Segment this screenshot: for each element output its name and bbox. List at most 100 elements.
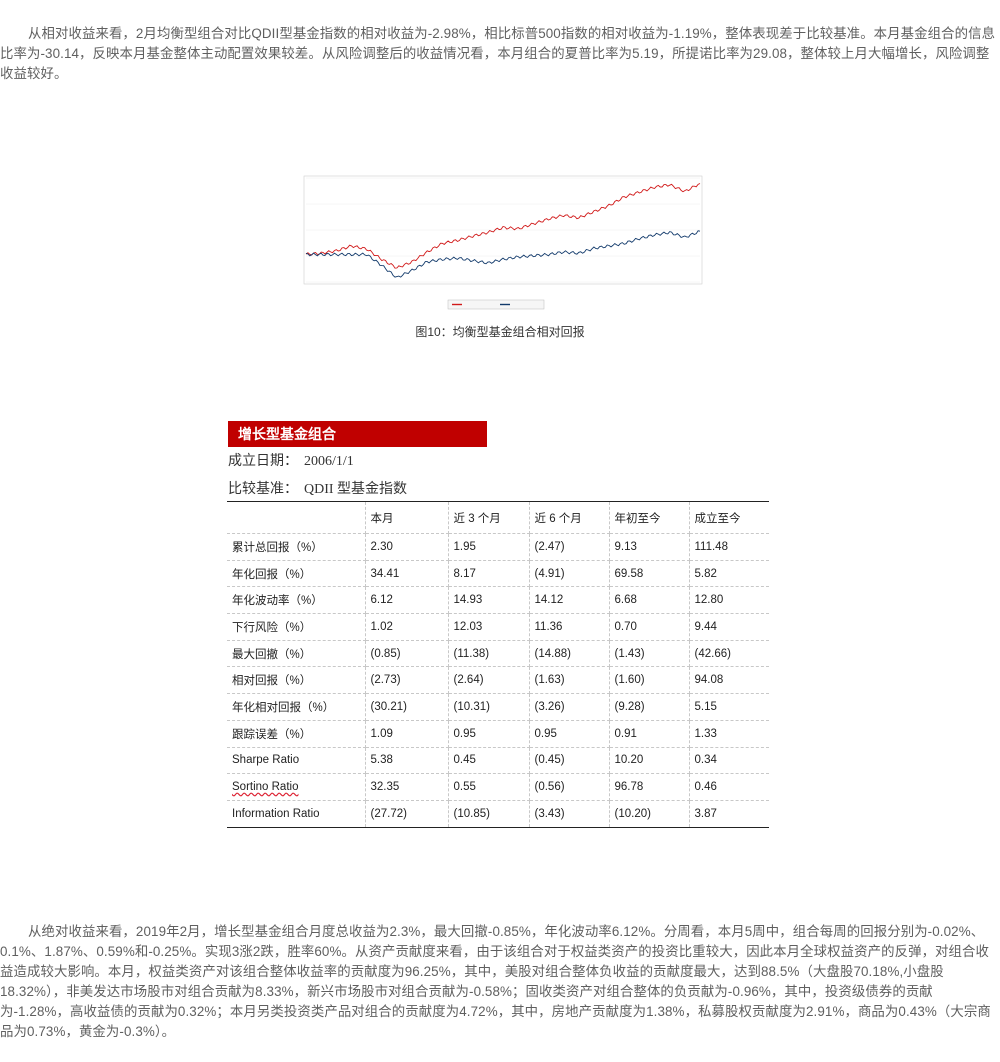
table-cell: 1.95 <box>447 533 530 561</box>
table-row: 下行风险（%） 1.02 12.03 11.36 0.70 9.44 <box>227 613 769 641</box>
table-cell: (0.45) <box>528 746 610 775</box>
table-row: 年化波动率（%） 6.12 14.93 14.12 6.68 12.80 <box>227 586 769 615</box>
table-cell: 0.55 <box>447 773 530 801</box>
inception-value: 2006/1/1 <box>304 454 354 469</box>
intro-paragraph: 从相对收益来看，2月均衡型组合对比QDII型基金指数的相对收益为-2.98%，相… <box>0 26 996 81</box>
table-cell: (42.66) <box>688 639 769 668</box>
table-cell: 34.41 <box>364 559 449 588</box>
table-cell: 0.45 <box>447 746 530 775</box>
table-cell: (10.85) <box>447 799 530 828</box>
table-cell: 0.70 <box>608 613 690 641</box>
table-cell: 12.03 <box>447 613 530 641</box>
table-cell: (1.43) <box>608 639 690 668</box>
column-header: 成立至今 <box>688 501 769 534</box>
table-cell: 32.35 <box>364 773 449 801</box>
series-line-1 <box>305 183 701 269</box>
benchmark: 比较基准： QDII 型基金指数 <box>228 478 407 498</box>
chart-grid <box>306 177 700 283</box>
chart-lines <box>305 183 701 278</box>
table-cell: 9.44 <box>688 613 769 641</box>
column-header: 年初至今 <box>608 501 690 534</box>
inception-date: 成立日期： 2006/1/1 <box>228 450 354 470</box>
table-cell: (4.91) <box>528 559 610 588</box>
table-cell: 8.17 <box>447 559 530 588</box>
table-cell: 5.82 <box>688 559 769 588</box>
table-cell: (10.31) <box>447 693 530 721</box>
column-header <box>227 501 366 534</box>
row-label: 年化相对回报（%） <box>227 693 366 721</box>
table-row: 累计总回报（%） 2.30 1.95 (2.47) 9.13 111.48 <box>227 533 769 561</box>
table-cell: 5.38 <box>364 746 449 775</box>
table-row: 最大回撤（%） (0.85) (11.38) (14.88) (1.43) (42.66) <box>227 639 769 668</box>
row-label: 累计总回报（%） <box>227 533 366 561</box>
table-row: Sharpe Ratio 5.38 0.45 (0.45) 10.20 0.34 <box>227 746 769 775</box>
table-cell: 2.30 <box>364 533 449 561</box>
table-cell: (30.21) <box>364 693 449 721</box>
table-cell: (10.20) <box>608 799 690 828</box>
row-label-text: Sortino Ratio <box>232 781 299 794</box>
table-cell: 1.09 <box>364 719 449 748</box>
table-row: 跟踪误差（%） 1.09 0.95 0.95 0.91 1.33 <box>227 719 769 748</box>
table-cell: (9.28) <box>608 693 690 721</box>
table-cell: 111.48 <box>688 533 769 561</box>
table-cell: (0.85) <box>364 639 449 668</box>
table-cell: 1.33 <box>688 719 769 748</box>
table-cell: 11.36 <box>528 613 610 641</box>
row-label: 跟踪误差（%） <box>227 719 366 748</box>
column-header: 近 3 个月 <box>447 501 530 534</box>
row-label: Information Ratio <box>227 799 366 828</box>
table-cell: 0.95 <box>528 719 610 748</box>
row-label: Sortino Ratio <box>227 773 366 801</box>
table-header-row: 本月近 3 个月近 6 个月 年初至今 成立至今 <box>227 501 769 534</box>
series-line-2 <box>305 230 701 278</box>
row-label: 年化波动率（%） <box>227 586 366 615</box>
table-row: 相对回报（%） (2.73) (2.64) (1.63) (1.60) 94.08 <box>227 666 769 695</box>
relative-return-chart <box>296 172 706 312</box>
table-cell: 12.80 <box>688 586 769 615</box>
table-cell: 0.34 <box>688 746 769 775</box>
legend-box <box>447 299 545 310</box>
table-cell: 9.13 <box>608 533 690 561</box>
table-cell: (2.73) <box>364 666 449 695</box>
table-cell: 6.12 <box>364 586 449 615</box>
table-cell: 69.58 <box>608 559 690 588</box>
table-cell: 94.08 <box>688 666 769 695</box>
table-cell: 14.12 <box>528 586 610 615</box>
table-cell: (1.60) <box>608 666 690 695</box>
row-label: 下行风险（%） <box>227 613 366 641</box>
performance-table: 本月近 3 个月近 6 个月 年初至今 成立至今 累计总回报（%） 2.30 1.95 (2… <box>227 501 769 828</box>
table-cell: 10.20 <box>608 746 690 775</box>
table-cell: 6.68 <box>608 586 690 615</box>
column-header: 近 6 个月 <box>528 501 610 534</box>
row-label: Sharpe Ratio <box>227 746 366 775</box>
table-cell: 0.46 <box>688 773 769 801</box>
inception-label: 成立日期： <box>228 454 298 469</box>
table-cell: (2.47) <box>528 533 610 561</box>
table-cell: (3.26) <box>528 693 610 721</box>
benchmark-label: 比较基准： <box>228 482 298 497</box>
chart-svg <box>303 175 703 310</box>
table-cell: (27.72) <box>364 799 449 828</box>
row-label: 相对回报（%） <box>227 666 366 695</box>
table-row: Information Ratio (27.72) (10.85) (3.43) (10… <box>227 799 769 828</box>
row-label: 最大回撤（%） <box>227 639 366 668</box>
table-cell: 14.93 <box>447 586 530 615</box>
figure-caption: 图10：均衡型基金组合相对回报 <box>415 325 585 339</box>
table-row: 年化相对回报（%） (30.21) (10.31) (3.26) (9.28) 5.15 <box>227 693 769 721</box>
table-cell: (3.43) <box>528 799 610 828</box>
table-row: Sortino Ratio 32.35 0.55 (0.56) 96.78 0.46 <box>227 773 769 801</box>
table-cell: (2.64) <box>447 666 530 695</box>
column-header: 本月 <box>364 501 449 534</box>
benchmark-value: QDII 型基金指数 <box>304 482 408 497</box>
table-cell: (11.38) <box>447 639 530 668</box>
table-cell: 5.15 <box>688 693 769 721</box>
table-cell: 0.91 <box>608 719 690 748</box>
table-cell: (1.63) <box>528 666 610 695</box>
table-cell: (0.56) <box>528 773 610 801</box>
table-cell: (14.88) <box>528 639 610 668</box>
table-cell: 3.87 <box>688 799 769 828</box>
row-label: 年化回报（%） <box>227 559 366 588</box>
table-cell: 96.78 <box>608 773 690 801</box>
table-row: 年化回报（%） 34.41 8.17 (4.91) 69.58 5.82 <box>227 559 769 588</box>
growth-section-heading: 增长型基金组合 <box>228 421 487 447</box>
